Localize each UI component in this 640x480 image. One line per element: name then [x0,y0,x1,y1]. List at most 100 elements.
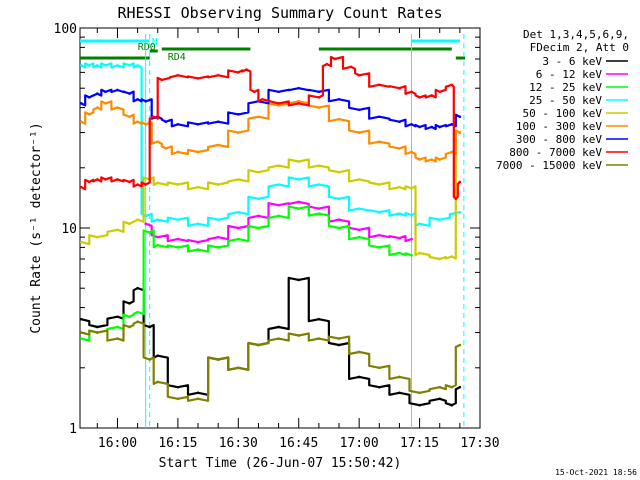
series-point [398,391,401,395]
series-point [96,235,99,239]
series-point [277,102,280,105]
series-point [237,113,240,116]
series-point [196,391,200,395]
series-line [80,320,461,402]
series-point [337,337,341,340]
series-point [317,337,321,340]
series-point [297,200,301,204]
series-point [458,210,462,214]
series-point [277,214,280,218]
series-point [104,64,107,67]
legend-label: 25 - 50 keV [529,94,602,107]
series-point [297,100,301,103]
series-point [450,83,454,87]
series-point [216,235,220,239]
x-axis-label: Start Time (26-Jun-07 15:50:42) [159,456,402,471]
legend-label: 100 - 300 keV [516,120,602,133]
series-point [253,90,256,94]
series-point [136,218,139,222]
series-point [156,235,160,239]
series-point [176,246,180,249]
series-point [418,391,421,395]
series-point [317,106,321,109]
series-point [317,207,321,210]
x-tick-label: 16:30 [219,436,258,451]
series-point [148,231,151,234]
legend-label: 6 - 12 keV [536,68,603,81]
series-point [156,181,160,185]
series-line [80,276,461,407]
series-point [297,334,301,337]
series-point [325,62,329,66]
series-line [80,205,412,342]
series-point [156,380,160,384]
series-point [317,317,321,321]
series-point [257,214,260,218]
series-point [237,178,240,181]
series-point [96,325,99,329]
series-point [337,170,341,174]
series-point [337,218,341,222]
series-point [438,158,442,161]
series-point [297,178,301,181]
series-point [337,226,341,230]
series-point [245,68,248,71]
x-tick-label: 17:00 [340,436,379,451]
series-point [87,96,91,99]
series-point [116,315,119,319]
series-point [136,183,139,186]
series-point [237,237,240,241]
legend-label: 800 - 7000 keV [509,146,602,159]
series-point [317,90,321,94]
series-point [136,286,139,290]
series-point [458,115,462,119]
series-point [176,74,180,77]
series-point [454,197,458,201]
series-point [148,325,151,329]
series-point [438,218,442,222]
legend-header: Det 1,3,4,5,6,9, [523,28,629,41]
x-tick-label: 16:00 [98,436,137,451]
series-point [438,257,442,261]
legend-label: 3 - 6 keV [542,55,602,68]
series-point [357,178,361,181]
series-point [357,350,361,354]
series-point [410,254,413,257]
series-point [79,317,83,321]
series-line [80,87,461,131]
series-line [80,129,461,261]
series-point [257,343,260,347]
series-point [317,164,321,167]
series-point [176,150,180,154]
series-point [156,243,160,247]
series-point [357,228,361,232]
series-lines [79,55,462,407]
series-point [237,226,240,230]
series-point [152,115,156,119]
legend-label: 50 - 100 keV [523,107,603,120]
series-point [261,98,264,101]
series-point [277,325,280,329]
series-point [96,106,99,109]
series-point [79,120,83,124]
state-bar-label: RD0 [138,42,156,53]
series-point [398,86,401,90]
series-point [377,210,381,214]
series-point [297,86,301,90]
series-point [357,207,361,210]
legend: Det 1,3,4,5,6,9,FDecim 2, Att 03 - 6 keV… [496,28,629,172]
series-point [196,248,200,251]
series-point [136,320,139,324]
series-point [297,102,301,105]
series-point [164,120,168,124]
series-point [418,403,421,407]
series-point [196,185,200,189]
series-point [164,147,168,150]
y-axis-label: Count Rate (s⁻¹ detector⁻¹) [29,122,44,333]
series-point [156,218,160,222]
series-line [145,200,412,244]
series-point [450,403,454,407]
series-point [128,92,131,95]
series-point [96,92,99,95]
